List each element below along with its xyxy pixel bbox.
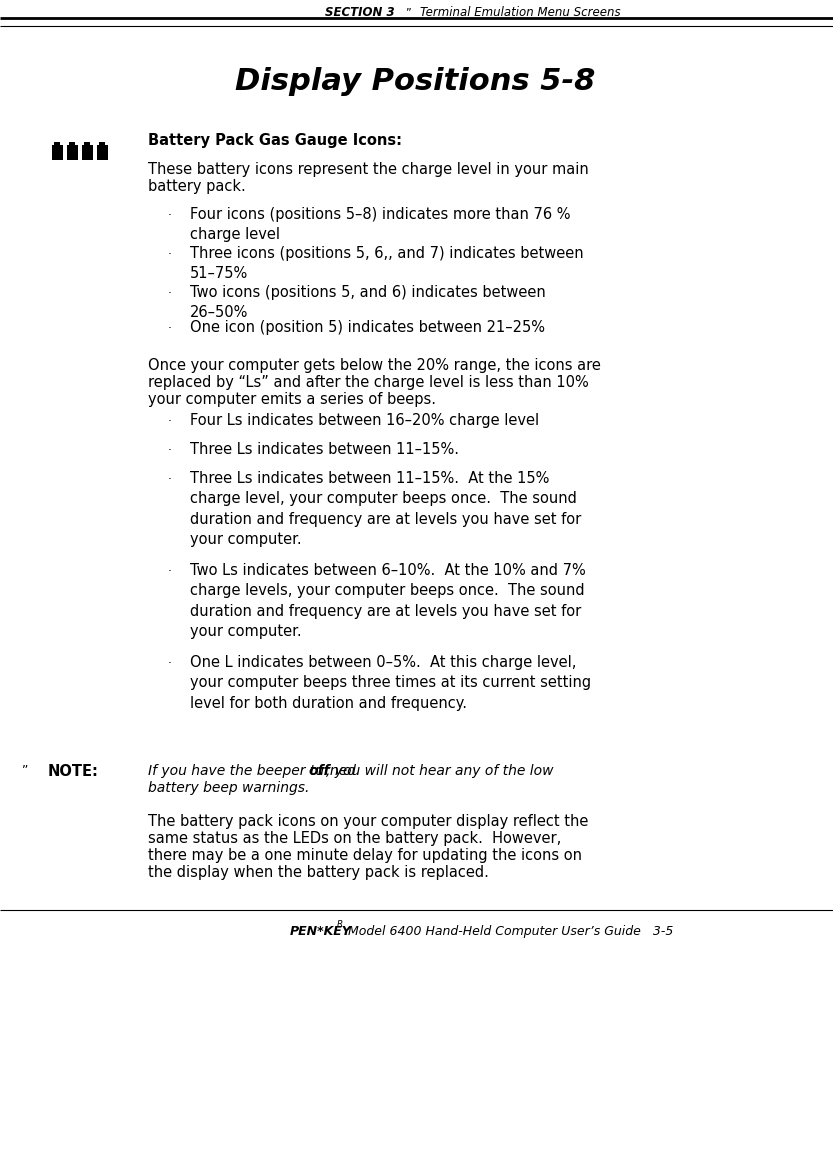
FancyBboxPatch shape — [97, 145, 108, 160]
Text: Model 6400 Hand-Held Computer User’s Guide   3-5: Model 6400 Hand-Held Computer User’s Gui… — [344, 925, 673, 938]
Text: Four icons (positions 5–8) indicates more than 76 %
charge level: Four icons (positions 5–8) indicates mor… — [190, 207, 571, 243]
Text: Three Ls indicates between 11–15%.: Three Ls indicates between 11–15%. — [190, 442, 459, 457]
Text: ·: · — [168, 444, 172, 457]
Text: replaced by “Ls” and after the charge level is less than 10%: replaced by “Ls” and after the charge le… — [148, 375, 589, 390]
FancyBboxPatch shape — [52, 145, 63, 160]
FancyBboxPatch shape — [82, 145, 93, 160]
Text: Display Positions 5-8: Display Positions 5-8 — [235, 67, 596, 96]
Text: R: R — [337, 920, 343, 928]
Text: Three Ls indicates between 11–15%.  At the 15%
charge level, your computer beeps: Three Ls indicates between 11–15%. At th… — [190, 471, 581, 547]
Text: the display when the battery pack is replaced.: the display when the battery pack is rep… — [148, 865, 489, 880]
Text: One icon (position 5) indicates between 21–25%: One icon (position 5) indicates between … — [190, 320, 545, 335]
Text: ”: ” — [22, 763, 28, 777]
Text: Battery Pack Gas Gauge Icons:: Battery Pack Gas Gauge Icons: — [148, 134, 402, 149]
Text: ·: · — [168, 473, 172, 486]
Text: The battery pack icons on your computer display reflect the: The battery pack icons on your computer … — [148, 815, 588, 829]
Text: Once your computer gets below the 20% range, the icons are: Once your computer gets below the 20% ra… — [148, 358, 601, 373]
Text: there may be a one minute delay for updating the icons on: there may be a one minute delay for upda… — [148, 848, 582, 863]
FancyBboxPatch shape — [54, 142, 60, 145]
Text: One L indicates between 0–5%.  At this charge level,
your computer beeps three t: One L indicates between 0–5%. At this ch… — [190, 655, 591, 711]
FancyBboxPatch shape — [69, 142, 75, 145]
Text: off: off — [308, 763, 330, 779]
Text: your computer emits a series of beeps.: your computer emits a series of beeps. — [148, 392, 436, 407]
Text: ·: · — [168, 248, 172, 261]
Text: same status as the LEDs on the battery pack.  However,: same status as the LEDs on the battery p… — [148, 831, 561, 846]
Text: These battery icons represent the charge level in your main: These battery icons represent the charge… — [148, 162, 589, 177]
Text: ·: · — [168, 657, 172, 670]
Text: If you have the beeper turned: If you have the beeper turned — [148, 763, 360, 779]
Text: ”: ” — [405, 7, 411, 17]
Text: Terminal Emulation Menu Screens: Terminal Emulation Menu Screens — [420, 6, 621, 19]
FancyBboxPatch shape — [67, 145, 78, 160]
Text: ·: · — [168, 287, 172, 300]
FancyBboxPatch shape — [84, 142, 90, 145]
Text: Four Ls indicates between 16–20% charge level: Four Ls indicates between 16–20% charge … — [190, 413, 539, 428]
Text: SECTION 3: SECTION 3 — [326, 6, 395, 19]
Text: PEN*KEY: PEN*KEY — [290, 925, 352, 938]
Text: ·: · — [168, 322, 172, 335]
Text: ·: · — [168, 415, 172, 428]
Text: , you will not hear any of the low: , you will not hear any of the low — [327, 763, 554, 779]
Text: NOTE:: NOTE: — [48, 763, 99, 779]
Text: Two Ls indicates between 6–10%.  At the 10% and 7%
charge levels, your computer : Two Ls indicates between 6–10%. At the 1… — [190, 564, 586, 639]
Text: battery beep warnings.: battery beep warnings. — [148, 781, 309, 795]
Text: Three icons (positions 5, 6,, and 7) indicates between
51–75%: Three icons (positions 5, 6,, and 7) ind… — [190, 246, 584, 281]
Text: ·: · — [168, 565, 172, 578]
FancyBboxPatch shape — [99, 142, 105, 145]
Text: battery pack.: battery pack. — [148, 179, 246, 194]
Text: Two icons (positions 5, and 6) indicates between
26–50%: Two icons (positions 5, and 6) indicates… — [190, 285, 546, 321]
Text: ·: · — [168, 209, 172, 222]
